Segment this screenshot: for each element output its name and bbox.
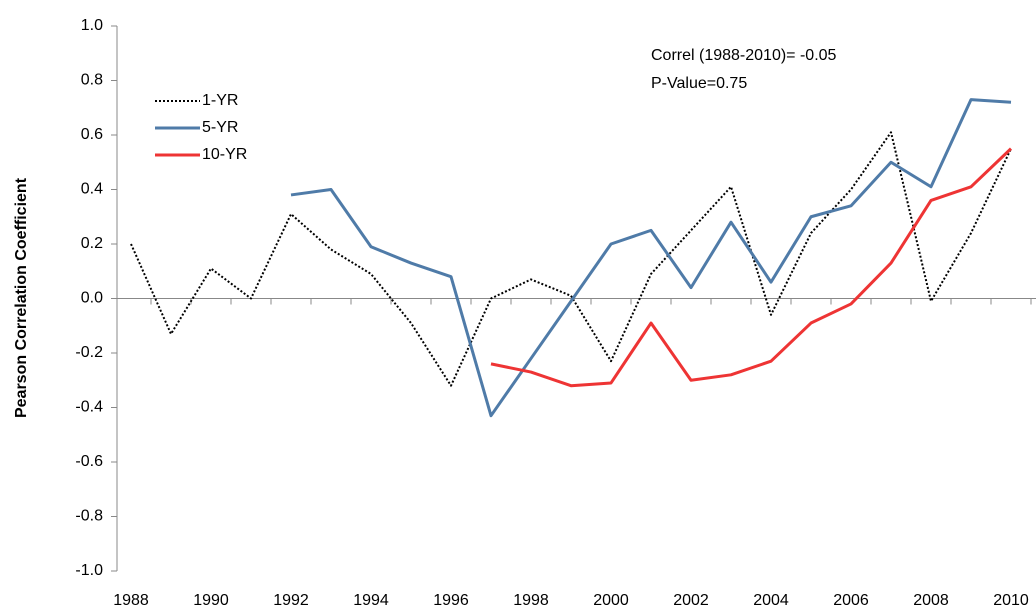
y-tick-label: -0.2 <box>75 344 103 361</box>
legend-label: 10-YR <box>202 146 247 163</box>
y-tick-label: 0.2 <box>81 235 103 252</box>
y-tick-label: 0.4 <box>81 181 103 198</box>
x-tick-label: 2010 <box>993 592 1029 609</box>
y-axis-label: Pearson Correlation Coefficient <box>13 177 30 418</box>
x-tick-label: 2000 <box>593 592 629 609</box>
series-line <box>130 131 1012 387</box>
series-line <box>290 98 1012 418</box>
x-tick-label: 1992 <box>273 592 309 609</box>
y-tick-label: 1.0 <box>81 17 103 34</box>
y-tick-label: 0.8 <box>81 72 103 89</box>
x-tick-label: 2006 <box>833 592 869 609</box>
x-tick-label: 2004 <box>753 592 789 609</box>
legend-label: 5-YR <box>202 119 238 136</box>
x-tick-label: 1990 <box>193 592 229 609</box>
series-line <box>490 147 1013 388</box>
x-tick-label: 1998 <box>513 592 549 609</box>
y-tick-label: -1.0 <box>75 562 103 579</box>
y-tick-label: 0.0 <box>81 290 103 307</box>
annotation: Correl (1988-2010)= -0.05 <box>651 47 837 64</box>
x-tick-label: 2002 <box>673 592 709 609</box>
x-tick-label: 1988 <box>113 592 149 609</box>
y-tick-label: 0.6 <box>81 126 103 143</box>
legend-label: 1-YR <box>202 92 238 109</box>
y-tick-label: -0.6 <box>75 453 103 470</box>
x-tick-label: 2008 <box>913 592 949 609</box>
annotation: P-Value=0.75 <box>651 75 747 92</box>
y-tick-label: -0.4 <box>75 399 103 416</box>
y-tick-label: -0.8 <box>75 508 103 525</box>
x-tick-label: 1996 <box>433 592 469 609</box>
x-tick-label: 1994 <box>353 592 389 609</box>
